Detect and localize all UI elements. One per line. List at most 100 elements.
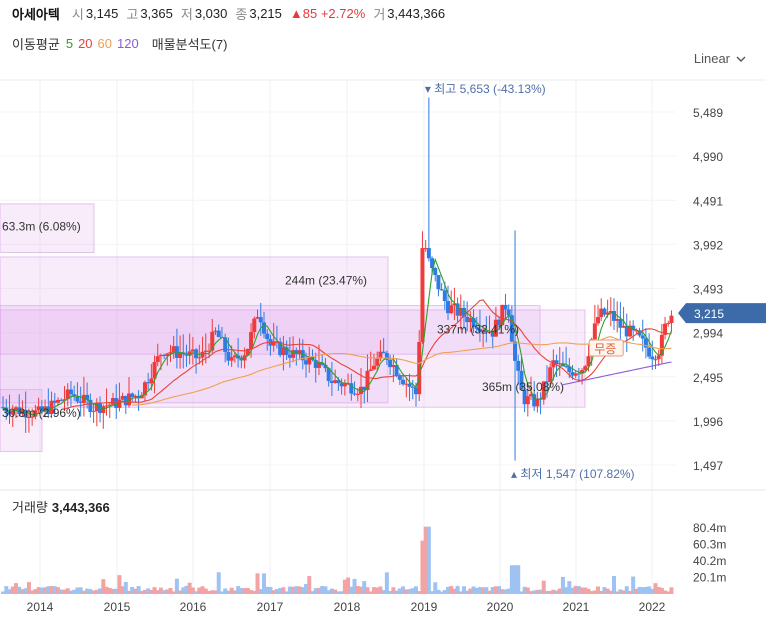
volume-bar — [509, 565, 514, 594]
volume-bar — [43, 587, 48, 594]
candle-body — [207, 350, 212, 352]
volume-bar — [271, 590, 276, 594]
candle-body — [474, 326, 479, 329]
volume-bar — [184, 585, 189, 594]
ma-title[interactable]: 이동평균 — [12, 36, 60, 52]
x-tick-label: 2016 — [180, 600, 207, 614]
candle-body — [410, 386, 415, 388]
candle-body — [174, 346, 179, 358]
volume-bar — [261, 573, 266, 594]
volume-bar — [570, 587, 575, 594]
candle-body — [621, 325, 626, 328]
indicator-legend: 이동평균 5 20 60 120 매물분석도(7) — [12, 34, 227, 52]
candle-body — [650, 356, 655, 360]
volume-bar — [423, 526, 428, 594]
volume-bar — [281, 587, 286, 594]
candle-body — [564, 366, 569, 368]
volume-bar — [640, 587, 645, 594]
candle-body — [226, 351, 231, 361]
chevron-down-icon — [736, 51, 746, 66]
volume-tick-label: 80.4m — [693, 521, 726, 535]
volume-bar — [621, 590, 626, 594]
candle-body — [455, 303, 460, 316]
candle-body — [404, 383, 409, 385]
ma-60[interactable]: 60 — [97, 35, 113, 51]
volume-profile-toggle[interactable]: 매물분석도(7) — [151, 36, 228, 52]
price-tick-label: 1,497 — [693, 459, 723, 473]
candle-body — [484, 330, 489, 333]
candle-body — [232, 355, 237, 358]
volume-header: 거래량 3,443,366 — [12, 497, 110, 516]
high-label: 고 — [126, 6, 139, 22]
volume-bar — [461, 586, 466, 594]
volume-bar — [49, 585, 54, 594]
volume-bar — [320, 585, 325, 594]
volume-bar — [397, 588, 402, 594]
volume-bar — [245, 588, 250, 594]
volume-bar — [130, 586, 135, 594]
candle-body — [669, 315, 674, 324]
min-price-marker: ▴ 최저 1,547 (107.82%) — [511, 467, 635, 481]
candle-body — [149, 378, 154, 384]
candle-body — [297, 350, 302, 355]
candle-body — [78, 401, 83, 403]
volume-bar — [216, 572, 221, 594]
ma-5[interactable]: 5 — [65, 35, 74, 51]
volume-bar — [329, 588, 334, 594]
volume-bar — [551, 589, 556, 594]
x-tick-label: 2022 — [639, 600, 666, 614]
candle-body — [181, 353, 186, 355]
volume-bar — [446, 586, 451, 594]
volume-bar — [268, 587, 273, 594]
volume-bar — [529, 591, 534, 594]
volume-bar — [442, 589, 447, 594]
candle-body — [26, 417, 31, 419]
volume-bar — [85, 588, 90, 594]
candle-body — [320, 362, 325, 365]
candle-body — [653, 359, 658, 361]
volume-bar — [544, 590, 549, 594]
candle-body — [287, 354, 292, 358]
price-summary: 아세아텍 시 3,145 고 3,365 저 3,030 종 3,215 ▲85… — [12, 4, 453, 22]
volume-bar — [410, 588, 415, 594]
volume-bar — [605, 588, 610, 594]
scale-dropdown[interactable]: Linear — [694, 51, 746, 66]
candle-body — [471, 317, 476, 327]
candle-body — [449, 305, 454, 314]
ma-line-20 — [64, 299, 672, 410]
candle-body — [158, 355, 163, 357]
volume-bar — [30, 590, 35, 594]
volume-bar — [174, 578, 179, 594]
candle-body — [94, 403, 99, 412]
volume-bar — [586, 588, 591, 594]
volume-bar — [541, 580, 546, 594]
candle-body — [114, 397, 119, 408]
candle-body — [265, 333, 270, 340]
volume-bar — [381, 590, 386, 594]
candle-body — [271, 341, 276, 346]
volume-bar — [436, 589, 441, 594]
volume-bar — [117, 575, 122, 594]
volume-bar — [291, 586, 296, 594]
volume-bar — [232, 590, 237, 594]
ma-120[interactable]: 120 — [117, 35, 139, 51]
candle-body — [152, 362, 157, 379]
candle-body — [281, 347, 286, 356]
volume-bar — [458, 591, 463, 594]
volume-bar — [78, 587, 83, 594]
candle-body — [624, 325, 629, 337]
volume-bar — [401, 586, 406, 594]
candle-body — [436, 275, 441, 290]
volume-bar — [371, 587, 376, 594]
volume-bar — [52, 586, 57, 594]
x-tick-label: 2019 — [411, 600, 438, 614]
volume-bar — [168, 587, 173, 594]
volume-bar — [388, 591, 393, 594]
ma-20[interactable]: 20 — [78, 35, 93, 51]
volume-bar — [519, 591, 524, 594]
volume-bar — [631, 576, 636, 594]
volume-bar — [258, 589, 263, 594]
volume-bar — [171, 591, 176, 594]
candle-body — [599, 308, 604, 318]
